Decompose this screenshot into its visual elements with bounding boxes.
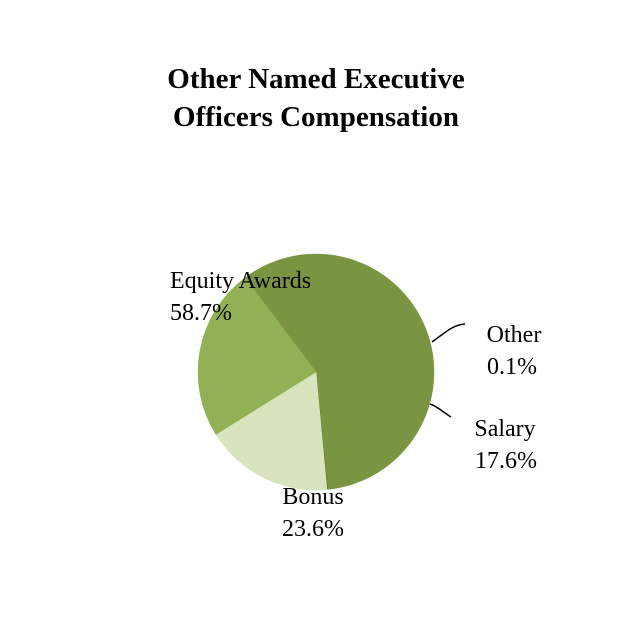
salary-leader-line: [429, 403, 452, 418]
chart-title-line-1: Other Named Executive: [167, 63, 465, 95]
other-label: Other: [487, 322, 542, 348]
equity-awards-value: 58.7%: [170, 300, 232, 326]
pie-slices: [197, 253, 435, 491]
salary-label: Salary: [474, 416, 535, 442]
other-value: 0.1%: [487, 354, 537, 380]
pie-slice-equity-awards: [244, 253, 435, 490]
bonus-label: Bonus: [282, 484, 343, 510]
other-leader-line: [431, 323, 466, 343]
salary-value: 17.6%: [475, 448, 537, 474]
equity-awards-label: Equity Awards: [170, 268, 311, 294]
pie-slice-salary: [215, 371, 328, 491]
chart-title-line-2: Officers Compensation: [173, 101, 459, 133]
pie-slice-bonus: [197, 277, 317, 435]
bonus-value: 23.6%: [282, 516, 344, 542]
